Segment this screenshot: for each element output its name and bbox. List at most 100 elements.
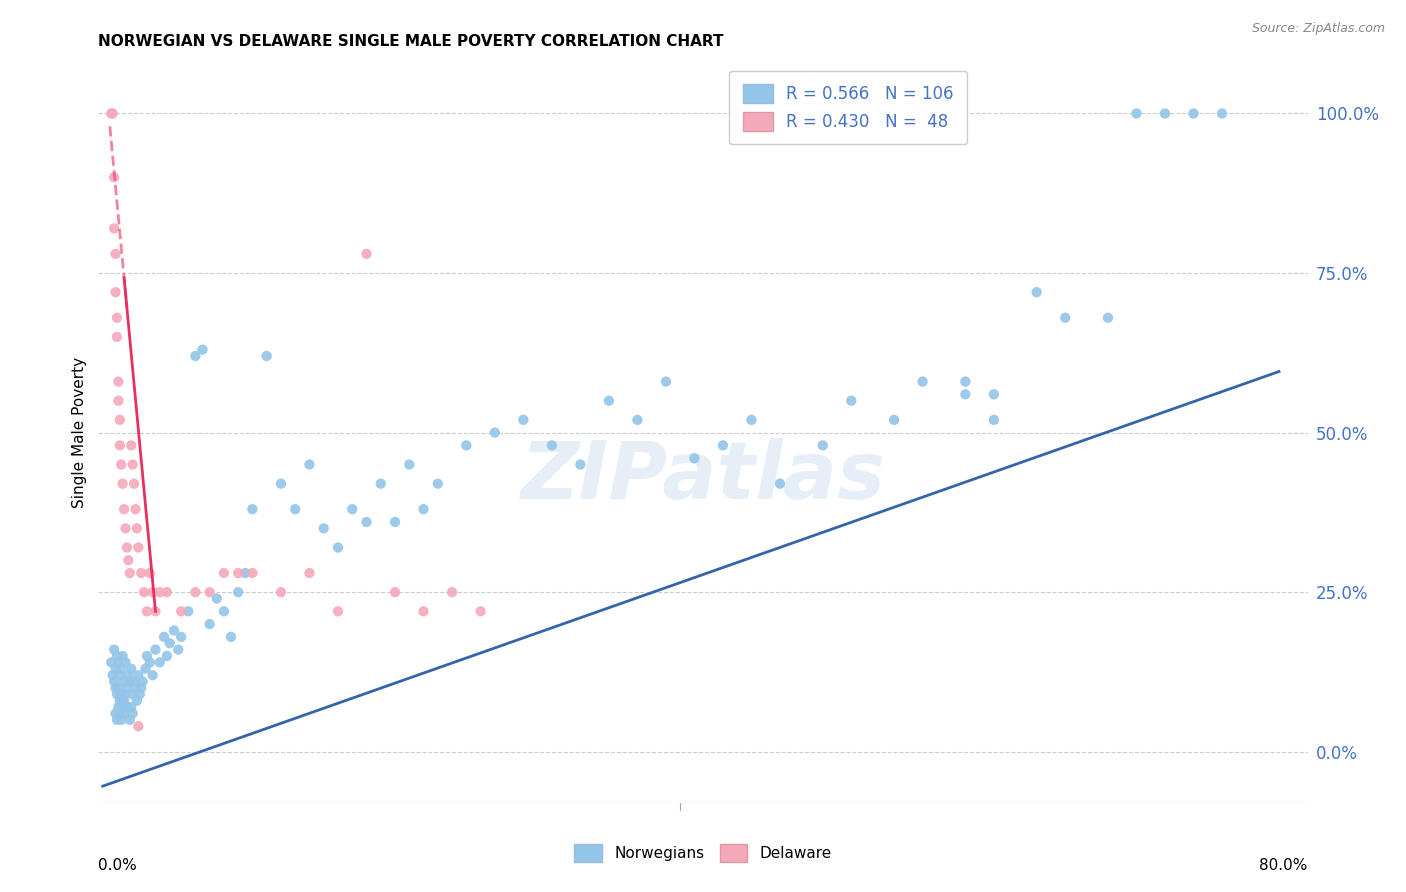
Point <box>198 617 221 632</box>
Point <box>120 438 142 452</box>
Point <box>1154 106 1177 120</box>
Point <box>118 674 141 689</box>
Point <box>149 585 172 599</box>
Text: 80.0%: 80.0% <box>1260 858 1308 873</box>
Point <box>470 604 492 618</box>
Point <box>541 438 564 452</box>
Point <box>105 713 128 727</box>
Point <box>121 458 143 472</box>
Point <box>115 700 138 714</box>
Point <box>122 476 145 491</box>
Point <box>112 674 135 689</box>
Point <box>108 413 131 427</box>
Point <box>1054 310 1077 325</box>
Point <box>1211 106 1233 120</box>
Point <box>120 662 142 676</box>
Point <box>426 476 449 491</box>
Point <box>107 681 129 695</box>
Point <box>233 566 256 580</box>
Point <box>398 458 420 472</box>
Point <box>118 566 141 580</box>
Point <box>711 438 734 452</box>
Point <box>128 687 150 701</box>
Point <box>626 413 648 427</box>
Point <box>111 700 134 714</box>
Point <box>298 458 321 472</box>
Point <box>219 630 242 644</box>
Point <box>412 502 434 516</box>
Point <box>121 706 143 721</box>
Point <box>955 375 977 389</box>
Point <box>312 521 335 535</box>
Point <box>118 713 141 727</box>
Point <box>177 604 200 618</box>
Point <box>108 706 131 721</box>
Point <box>569 458 592 472</box>
Point <box>156 585 179 599</box>
Point <box>441 585 464 599</box>
Point <box>100 106 122 120</box>
Point <box>131 674 153 689</box>
Point <box>384 585 406 599</box>
Point <box>1097 310 1119 325</box>
Point <box>120 700 142 714</box>
Point <box>105 687 128 701</box>
Point <box>145 604 167 618</box>
Point <box>105 330 128 344</box>
Point <box>107 393 129 408</box>
Point <box>104 285 127 300</box>
Point <box>167 642 190 657</box>
Legend: Norwegians, Delaware: Norwegians, Delaware <box>567 837 839 869</box>
Point <box>839 393 862 408</box>
Point <box>170 604 193 618</box>
Point <box>484 425 506 440</box>
Point <box>112 706 135 721</box>
Point <box>326 604 349 618</box>
Point <box>769 476 792 491</box>
Point <box>242 502 264 516</box>
Point <box>191 343 214 357</box>
Point <box>655 375 678 389</box>
Point <box>1025 285 1047 300</box>
Point <box>100 656 122 670</box>
Point <box>212 566 235 580</box>
Point <box>115 541 138 555</box>
Point <box>356 247 378 261</box>
Point <box>127 541 149 555</box>
Point <box>384 515 406 529</box>
Text: Source: ZipAtlas.com: Source: ZipAtlas.com <box>1251 22 1385 36</box>
Point <box>129 681 152 695</box>
Point <box>101 668 124 682</box>
Point <box>114 656 136 670</box>
Point <box>117 553 139 567</box>
Point <box>356 515 378 529</box>
Point <box>112 694 135 708</box>
Point <box>135 604 157 618</box>
Point <box>242 566 264 580</box>
Point <box>142 585 165 599</box>
Point <box>103 642 125 657</box>
Point <box>212 604 235 618</box>
Point <box>105 310 128 325</box>
Point <box>412 604 434 618</box>
Point <box>132 585 155 599</box>
Point <box>284 502 307 516</box>
Text: ZIPatlas: ZIPatlas <box>520 438 886 516</box>
Point <box>108 438 131 452</box>
Point <box>111 476 134 491</box>
Point <box>983 413 1005 427</box>
Point <box>107 375 129 389</box>
Point <box>370 476 392 491</box>
Point <box>108 668 131 682</box>
Point <box>149 656 172 670</box>
Point <box>125 694 148 708</box>
Point <box>104 247 127 261</box>
Point <box>683 451 706 466</box>
Point <box>115 700 138 714</box>
Point <box>163 624 186 638</box>
Point <box>114 521 136 535</box>
Point <box>298 566 321 580</box>
Point <box>117 668 139 682</box>
Point <box>127 668 149 682</box>
Point <box>124 502 146 516</box>
